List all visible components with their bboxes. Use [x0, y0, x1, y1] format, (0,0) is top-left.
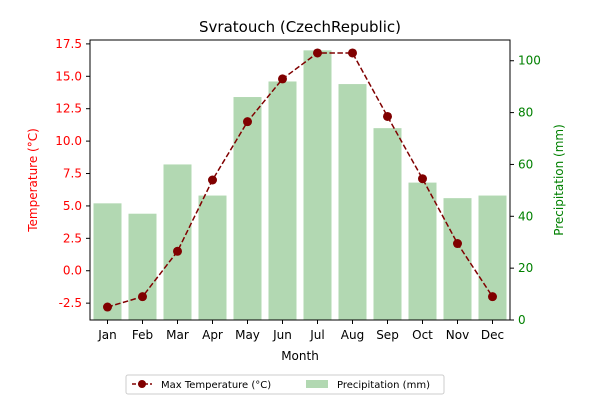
- y-left-tick-label: -2.5: [59, 296, 82, 310]
- precipitation-bar-dec: [478, 195, 507, 320]
- chart-title: Svratouch (CzechRepublic): [199, 18, 401, 36]
- x-tick-label: Nov: [446, 328, 469, 342]
- y-right-tick-label: 40: [518, 209, 533, 223]
- y-axis-left: -2.5 0.0 2.5 5.0 7.5 10.0 12.5 15.0 17.5: [55, 37, 90, 310]
- precipitation-bar-mar: [163, 164, 192, 320]
- y-left-tick-label: 17.5: [55, 37, 82, 51]
- precipitation-bar-may: [233, 97, 262, 320]
- temperature-point-dec: [488, 292, 497, 302]
- temperature-point-jul: [313, 48, 322, 58]
- temperature-line: [107, 52, 494, 308]
- x-tick-label: Sep: [376, 328, 399, 342]
- temperature-line-group: [103, 48, 497, 312]
- y-axis-left-label: Temperature (°C): [26, 128, 40, 233]
- y-left-tick-label: 15.0: [55, 69, 82, 83]
- precipitation-bar-sep: [373, 128, 402, 320]
- y-right-tick-label: 0: [518, 313, 526, 327]
- x-axis: Jan Feb Mar Apr May Jun Jul Aug Sep Oct Nov Dec: [97, 320, 504, 342]
- x-tick-label: Apr: [202, 328, 223, 342]
- y-left-tick-label: 12.5: [55, 102, 82, 116]
- precipitation-bar-oct: [408, 182, 437, 320]
- y-right-tick-label: 60: [518, 157, 533, 171]
- y-left-tick-label: 7.5: [63, 167, 82, 181]
- plot-frame: [89, 39, 511, 321]
- temperature-point-aug: [348, 48, 357, 58]
- precipitation-bar-nov: [443, 198, 472, 320]
- x-tick-label: Jun: [272, 328, 292, 342]
- temperature-point-jun: [278, 74, 287, 84]
- precipitation-bar-jun: [268, 81, 297, 321]
- legend-marker-swatch: [138, 380, 146, 388]
- temperature-point-mar: [173, 246, 182, 256]
- precipitation-bar-jan: [93, 203, 122, 320]
- y-axis-right-label: Precipitation (mm): [552, 124, 566, 236]
- temperature-point-nov: [453, 239, 462, 249]
- x-tick-label: Dec: [481, 328, 504, 342]
- x-tick-label: Jul: [309, 328, 324, 342]
- temperature-point-may: [243, 117, 252, 127]
- legend-label-precipitation: Precipitation (mm): [337, 380, 430, 391]
- legend-box: [125, 374, 445, 395]
- y-left-tick-label: 10.0: [55, 134, 82, 148]
- y-right-tick-label: 100: [518, 54, 541, 68]
- precipitation-bar-feb: [128, 213, 157, 320]
- precipitation-bars: [93, 50, 507, 321]
- y-left-tick-label: 2.5: [63, 231, 82, 245]
- temperature-point-sep: [383, 111, 392, 121]
- legend: Max Temperature (°C) Precipitation (mm): [125, 374, 445, 395]
- x-tick-label: Mar: [166, 328, 189, 342]
- x-tick-label: Feb: [132, 328, 153, 342]
- x-tick-label: Jan: [97, 328, 117, 342]
- x-tick-label: Aug: [341, 328, 364, 342]
- precipitation-bar-jul: [303, 50, 332, 321]
- legend-bar-swatch: [306, 380, 328, 388]
- temperature-point-apr: [208, 175, 217, 185]
- legend-label-temperature: Max Temperature (°C): [161, 380, 271, 391]
- x-tick-label: Oct: [412, 328, 433, 342]
- temperature-point-feb: [138, 292, 147, 302]
- temperature-point-jan: [103, 302, 112, 312]
- y-axis-right: 0 20 40 60 80 100: [510, 54, 541, 327]
- x-axis-label: Month: [281, 349, 319, 363]
- temperature-point-oct: [418, 174, 427, 184]
- precipitation-bar-apr: [198, 195, 227, 320]
- y-right-tick-label: 20: [518, 261, 533, 275]
- x-tick-label: May: [235, 328, 260, 342]
- y-right-tick-label: 80: [518, 106, 533, 120]
- y-left-tick-label: 5.0: [63, 199, 82, 213]
- precipitation-bar-aug: [338, 84, 367, 321]
- y-left-tick-label: 0.0: [63, 264, 82, 278]
